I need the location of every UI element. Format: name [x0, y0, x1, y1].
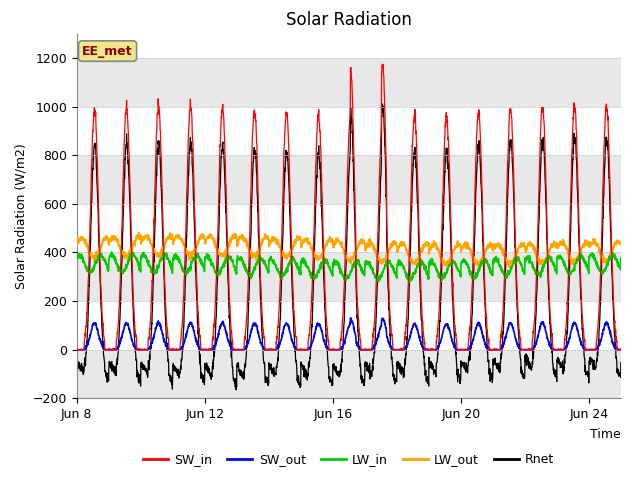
Title: Solar Radiation: Solar Radiation — [286, 11, 412, 29]
LW_in — [406, 280, 413, 286]
Rnet — [237, 367, 244, 373]
Bar — [77, 252, 621, 301]
LW_out — [116, 244, 124, 250]
SW_out — [190, 328, 198, 334]
SW_out — [502, 336, 509, 341]
Bar — [77, 350, 621, 398]
Bar — [77, 58, 621, 107]
LW_out — [617, 241, 625, 247]
LW_in — [191, 254, 198, 260]
Legend: SW_in, SW_out, LW_in, LW_out, Rnet: SW_in, SW_out, LW_in, LW_out, Rnet — [138, 448, 559, 471]
Rnet — [183, 220, 191, 226]
SW_in — [379, 61, 387, 67]
Y-axis label: Solar Radiation (W/m2): Solar Radiation (W/m2) — [14, 143, 27, 289]
LW_out — [73, 243, 81, 249]
Line: SW_in: SW_in — [77, 64, 621, 350]
Rnet — [372, 317, 380, 323]
Rnet — [502, 258, 509, 264]
SW_out — [73, 347, 81, 353]
SW_out — [116, 342, 124, 348]
LW_in — [116, 264, 124, 270]
LW_in — [237, 254, 244, 260]
LW_out — [372, 251, 380, 257]
Rnet — [190, 216, 198, 222]
SW_in — [116, 297, 124, 303]
Bar — [77, 155, 621, 204]
LW_in — [372, 275, 380, 281]
Line: LW_in: LW_in — [77, 252, 621, 283]
Line: Rnet: Rnet — [77, 104, 621, 390]
Rnet — [73, 359, 81, 365]
Line: LW_out: LW_out — [77, 232, 621, 267]
LW_out — [135, 229, 143, 235]
SW_out — [183, 329, 191, 335]
SW_in — [502, 236, 509, 241]
LW_in — [502, 275, 509, 280]
SW_out — [617, 347, 625, 353]
Text: Time: Time — [590, 428, 621, 441]
SW_in — [617, 347, 625, 352]
LW_out — [237, 234, 244, 240]
LW_in — [73, 254, 81, 260]
LW_in — [108, 249, 116, 255]
LW_in — [617, 255, 625, 261]
LW_out — [191, 248, 198, 254]
Rnet — [116, 324, 124, 329]
SW_out — [372, 341, 380, 347]
Rnet — [232, 387, 240, 393]
SW_out — [347, 315, 355, 321]
SW_out — [236, 347, 244, 353]
Rnet — [378, 101, 386, 107]
Rnet — [617, 360, 625, 365]
Text: EE_met: EE_met — [82, 45, 133, 58]
Line: SW_out: SW_out — [77, 318, 621, 350]
SW_in — [73, 347, 81, 353]
LW_out — [502, 255, 509, 261]
LW_out — [506, 264, 513, 270]
SW_in — [236, 347, 244, 353]
LW_in — [184, 268, 191, 274]
LW_out — [184, 249, 191, 254]
SW_in — [190, 190, 198, 195]
SW_in — [183, 184, 191, 190]
SW_in — [372, 291, 380, 297]
